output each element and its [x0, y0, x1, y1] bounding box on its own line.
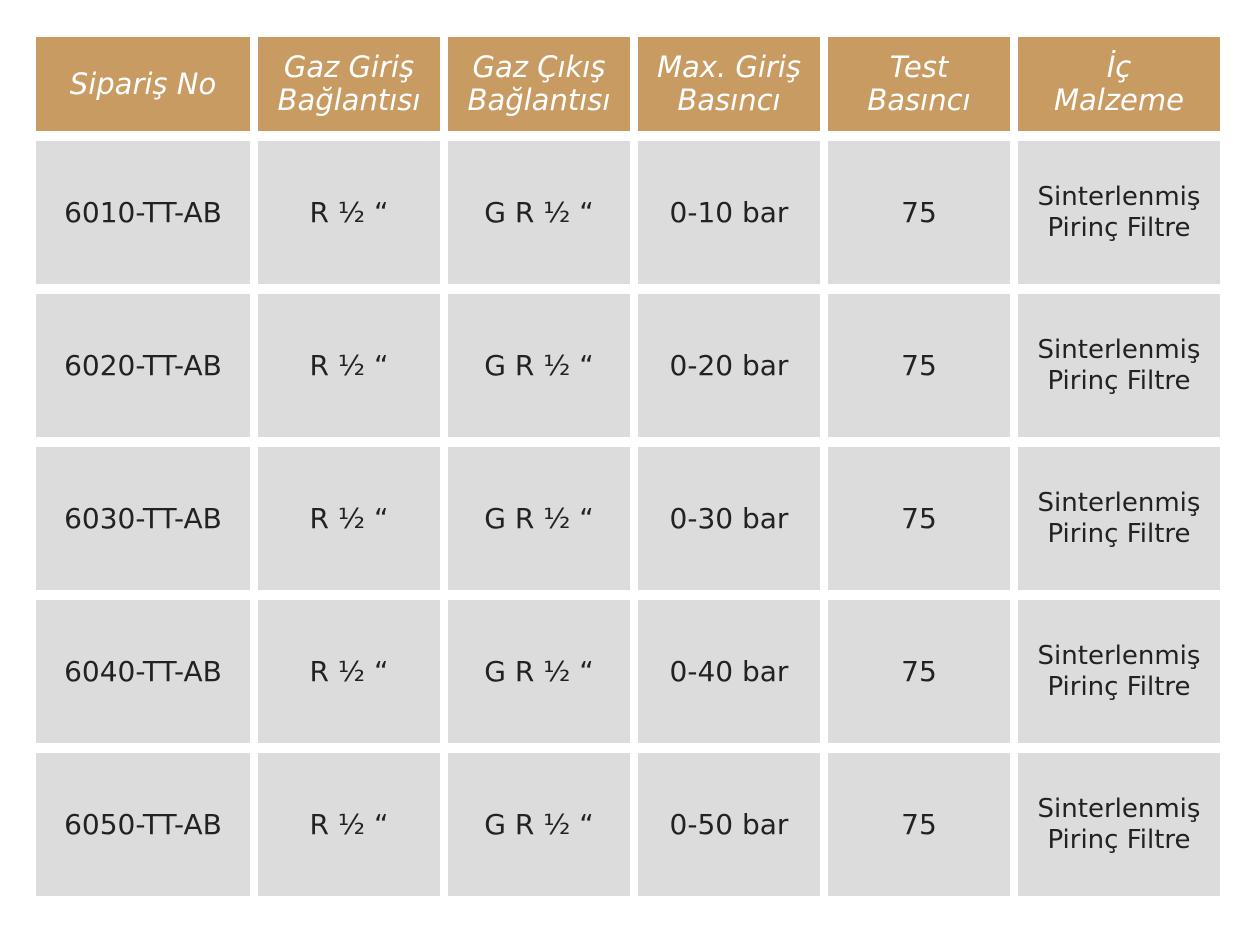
- cell-max-inlet-pressure: 0-20 bar: [638, 294, 820, 437]
- cell-gas-inlet: R ½ “: [258, 600, 440, 743]
- cell-order-no: 6050-TT-AB: [36, 753, 250, 896]
- cell-gas-outlet: G R ½ “: [448, 753, 630, 896]
- cell-test-pressure: 75: [828, 141, 1010, 284]
- cell-gas-inlet: R ½ “: [258, 447, 440, 590]
- cell-max-inlet-pressure: 0-40 bar: [638, 600, 820, 743]
- cell-order-no: 6040-TT-AB: [36, 600, 250, 743]
- header-order-no: Sipariş No: [36, 37, 250, 131]
- cell-order-no: 6030-TT-AB: [36, 447, 250, 590]
- cell-inner-material: Sinterlenmiş Pirinç Filtre: [1018, 753, 1220, 896]
- cell-gas-outlet: G R ½ “: [448, 141, 630, 284]
- cell-gas-inlet: R ½ “: [258, 141, 440, 284]
- cell-test-pressure: 75: [828, 294, 1010, 437]
- cell-test-pressure: 75: [828, 600, 1010, 743]
- cell-test-pressure: 75: [828, 447, 1010, 590]
- cell-inner-material: Sinterlenmiş Pirinç Filtre: [1018, 141, 1220, 284]
- header-gas-inlet: Gaz Giriş Bağlantısı: [258, 37, 440, 131]
- header-gas-outlet: Gaz Çıkış Bağlantısı: [448, 37, 630, 131]
- cell-inner-material: Sinterlenmiş Pirinç Filtre: [1018, 600, 1220, 743]
- cell-inner-material: Sinterlenmiş Pirinç Filtre: [1018, 447, 1220, 590]
- cell-order-no: 6010-TT-AB: [36, 141, 250, 284]
- cell-gas-inlet: R ½ “: [258, 753, 440, 896]
- cell-max-inlet-pressure: 0-50 bar: [638, 753, 820, 896]
- cell-inner-material: Sinterlenmiş Pirinç Filtre: [1018, 294, 1220, 437]
- header-test-pressure: Test Basıncı: [828, 37, 1010, 131]
- cell-gas-inlet: R ½ “: [258, 294, 440, 437]
- cell-max-inlet-pressure: 0-10 bar: [638, 141, 820, 284]
- header-max-inlet-pressure: Max. Giriş Basıncı: [638, 37, 820, 131]
- cell-gas-outlet: G R ½ “: [448, 294, 630, 437]
- cell-order-no: 6020-TT-AB: [36, 294, 250, 437]
- product-spec-table: Sipariş No Gaz Giriş Bağlantısı Gaz Çıkı…: [36, 37, 1220, 896]
- cell-gas-outlet: G R ½ “: [448, 600, 630, 743]
- cell-gas-outlet: G R ½ “: [448, 447, 630, 590]
- cell-max-inlet-pressure: 0-30 bar: [638, 447, 820, 590]
- cell-test-pressure: 75: [828, 753, 1010, 896]
- header-inner-material: İç Malzeme: [1018, 37, 1220, 131]
